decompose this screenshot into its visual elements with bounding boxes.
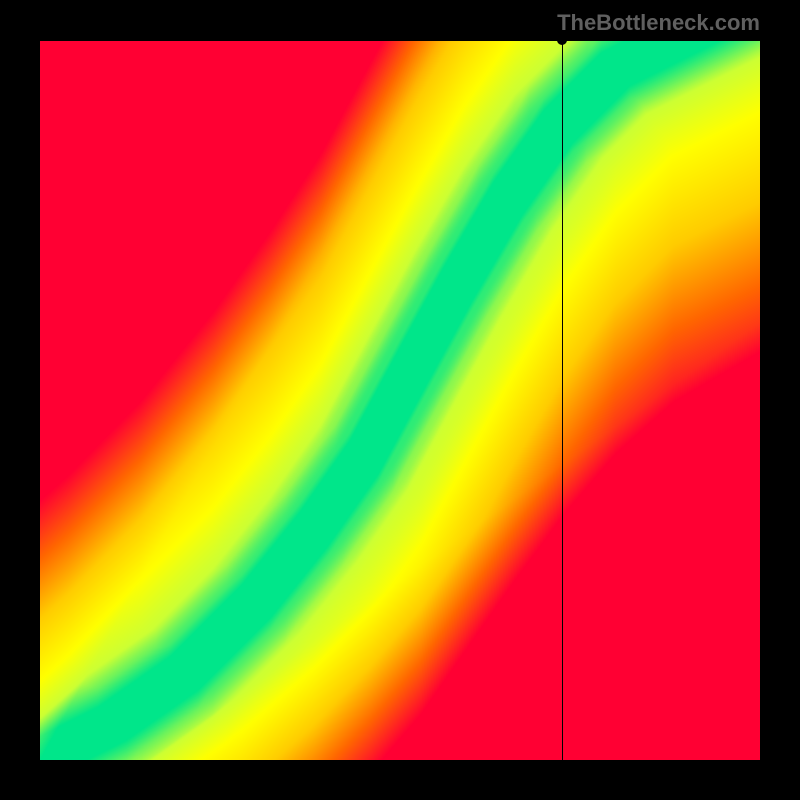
crosshair-vertical: [562, 40, 563, 760]
watermark-text: TheBottleneck.com: [557, 10, 760, 36]
crosshair-horizontal: [40, 40, 760, 41]
heatmap-canvas: [40, 40, 760, 760]
marker-point: [557, 35, 567, 45]
heatmap-chart: [40, 40, 760, 760]
